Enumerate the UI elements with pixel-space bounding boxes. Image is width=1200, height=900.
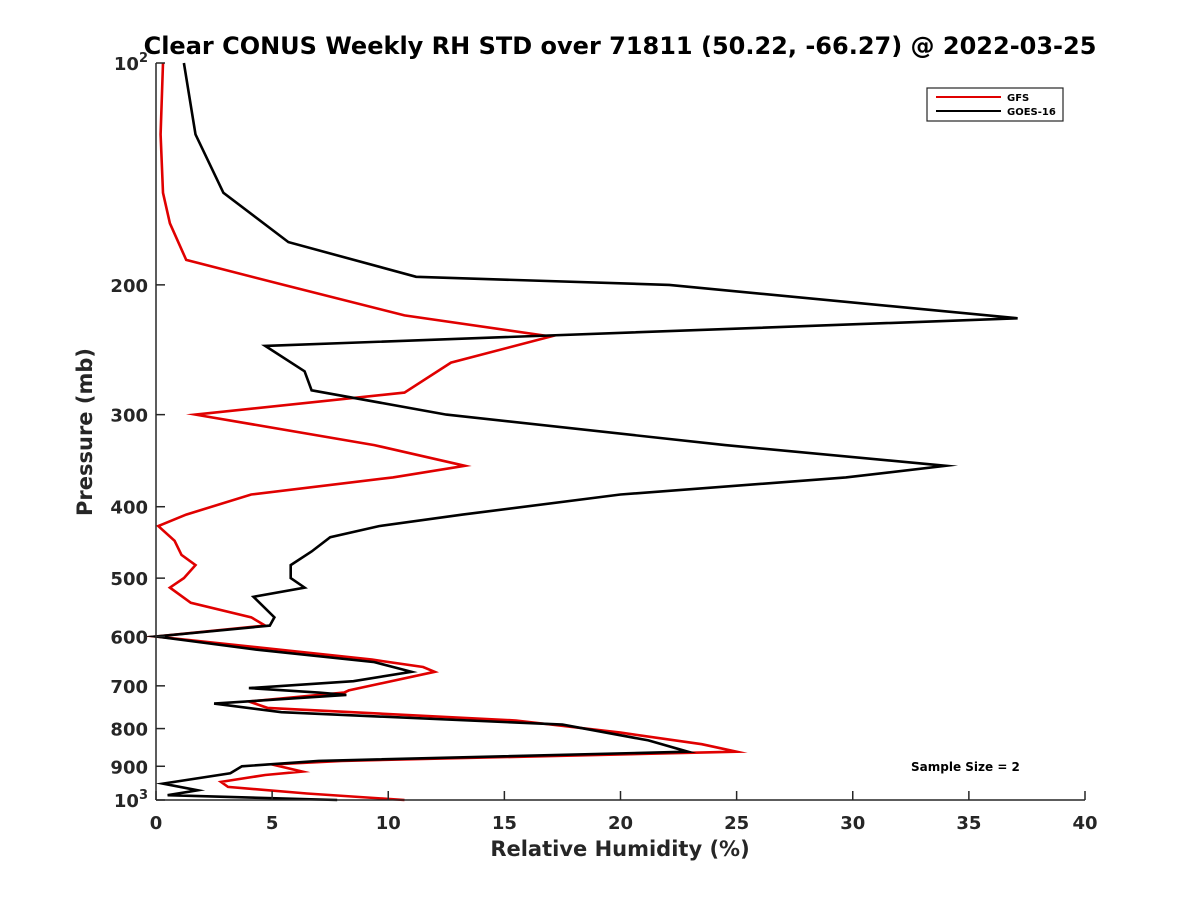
legend-box <box>926 87 1064 122</box>
y-tick-label: 200 <box>110 276 148 297</box>
x-tick-label: 0 <box>150 813 163 834</box>
x-tick-label: 5 <box>266 813 279 834</box>
sample-size-annotation: Sample Size = 2 <box>911 760 1020 774</box>
y-axis-label: Pressure (mb) <box>73 348 97 516</box>
y-tick-label: 500 <box>110 569 148 590</box>
x-tick-label: 10 <box>376 813 401 834</box>
chart-title: Clear CONUS Weekly RH STD over 71811 (50… <box>144 32 1097 60</box>
y-tick-label: 600 <box>110 627 148 648</box>
x-tick-label: 20 <box>608 813 633 834</box>
y-tick-label: 102 <box>114 51 148 75</box>
series-layer <box>143 62 1018 802</box>
x-tick-label: 15 <box>492 813 517 834</box>
series-line-goes16 <box>144 62 1018 802</box>
legend: GFS GOES-16 <box>926 87 1064 122</box>
y-tick-label: 300 <box>110 406 148 427</box>
x-axis-label: Relative Humidity (%) <box>490 837 749 861</box>
ticks-layer: 0 5 10 15 20 25 30 35 40 102 200 300 400 500 600 700 800… <box>110 51 1097 834</box>
x-tick-label: 30 <box>840 813 865 834</box>
x-tick-label: 40 <box>1072 813 1097 834</box>
y-tick-label: 900 <box>110 757 148 778</box>
x-tick-label: 25 <box>724 813 749 834</box>
y-tick-label: 800 <box>110 720 148 741</box>
y-tick-label: 700 <box>110 677 148 698</box>
legend-label-gfs: GFS <box>1007 93 1029 104</box>
y-tick-label: 103 <box>114 788 148 812</box>
legend-label-goes16: GOES-16 <box>1007 107 1056 118</box>
x-tick-label: 35 <box>956 813 981 834</box>
y-tick-label: 400 <box>110 498 148 519</box>
